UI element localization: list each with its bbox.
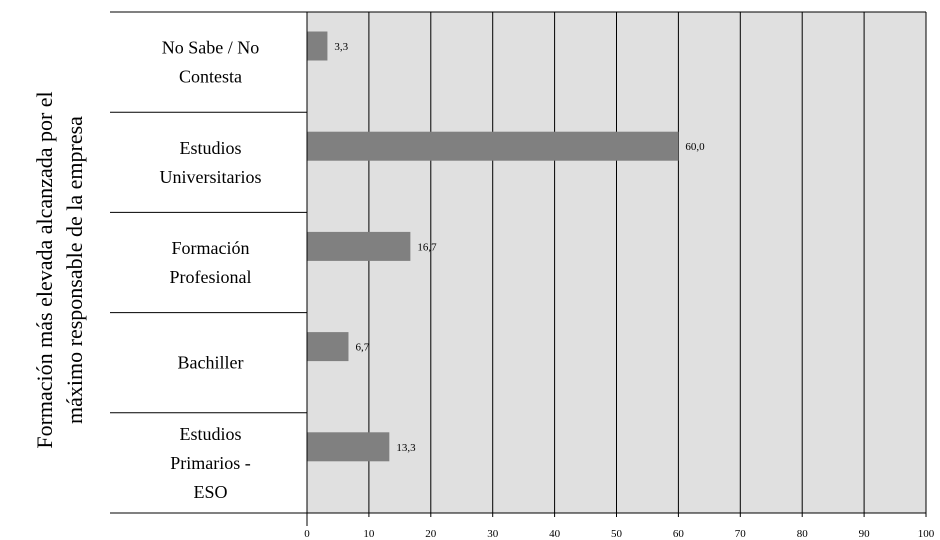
x-tick-label: 0: [304, 528, 310, 540]
x-tick-label: 60: [673, 528, 685, 540]
category-label: Estudios: [179, 424, 241, 444]
data-label: 13,3: [396, 442, 416, 454]
data-label: 16,7: [417, 241, 437, 253]
bar: [307, 332, 349, 362]
x-tick-label: 90: [859, 528, 871, 540]
axes: [110, 11, 927, 526]
bar: [307, 31, 328, 61]
bar: [307, 131, 679, 161]
category-label: Profesional: [170, 267, 252, 287]
x-tick-label: 100: [918, 528, 935, 540]
category-label: Formación: [172, 238, 250, 258]
bars: [307, 31, 679, 462]
category-label: Estudios: [179, 138, 241, 158]
value-labels: 3,3 60,0 16,7 6,7 13,3: [334, 41, 705, 454]
category-label: No Sabe / No: [162, 38, 260, 58]
y-axis-title-line: Formación más elevada alcanzada por el: [32, 91, 57, 448]
x-tick-label: 40: [549, 528, 561, 540]
category-label: Primarios -: [170, 453, 251, 473]
x-tick-label: 30: [487, 528, 499, 540]
category-label: Bachiller: [178, 353, 244, 373]
y-axis-title-line: máximo responsable de la empresa: [62, 116, 87, 424]
bar: [307, 231, 411, 261]
x-tick-label: 10: [363, 528, 375, 540]
y-axis-title: Formación más elevada alcanzada por el má…: [32, 91, 87, 448]
data-label: 60,0: [685, 141, 705, 153]
x-tick-label: 80: [797, 528, 809, 540]
data-label: 3,3: [334, 41, 348, 53]
x-tick-label: 50: [611, 528, 623, 540]
bar: [307, 432, 390, 462]
category-label: Contesta: [179, 67, 242, 87]
x-axis-ticks: 0 10 20 30 40 50 60 70 80 90 100: [304, 513, 935, 540]
category-label: ESO: [193, 482, 227, 502]
category-labels: No Sabe / No Contesta Estudios Universitari…: [160, 38, 262, 502]
x-tick-label: 70: [735, 528, 747, 540]
category-label: Universitarios: [160, 167, 262, 187]
x-tick-label: 20: [425, 528, 437, 540]
data-label: 6,7: [355, 342, 369, 354]
